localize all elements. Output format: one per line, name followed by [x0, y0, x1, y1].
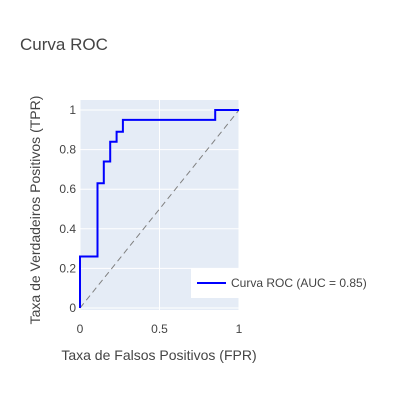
- x-axis-title: Taxa de Falsos Positivos (FPR): [61, 347, 256, 363]
- y-tick-label: 0.4: [59, 222, 76, 236]
- roc-curve-line: [79, 109, 239, 308]
- y-tick-label: 0.8: [59, 143, 76, 157]
- legend-label: Curva ROC (AUC = 0.85): [231, 276, 367, 290]
- x-tick-label: 1: [236, 322, 243, 336]
- chart-title: Curva ROC: [20, 35, 108, 54]
- legend[interactable]: Curva ROC (AUC = 0.85): [191, 268, 384, 298]
- grid-lines: [79, 100, 240, 310]
- traces: [79, 109, 240, 309]
- random-classifier-line: [79, 109, 240, 309]
- x-tick-label: 0.5: [151, 322, 168, 336]
- x-tick-label: 0: [77, 322, 84, 336]
- y-axis-title: Taxa de Verdadeiros Positivos (TPR): [27, 96, 43, 325]
- y-tick-label: 0.6: [59, 182, 76, 196]
- y-tick-label: 1: [69, 103, 76, 117]
- y-tick-label: 0.2: [59, 261, 76, 275]
- y-tick-label: 0: [69, 301, 76, 315]
- tick-labels: 0 0.5 1 0 0.2 0.4 0.6 0.8 1: [59, 103, 242, 336]
